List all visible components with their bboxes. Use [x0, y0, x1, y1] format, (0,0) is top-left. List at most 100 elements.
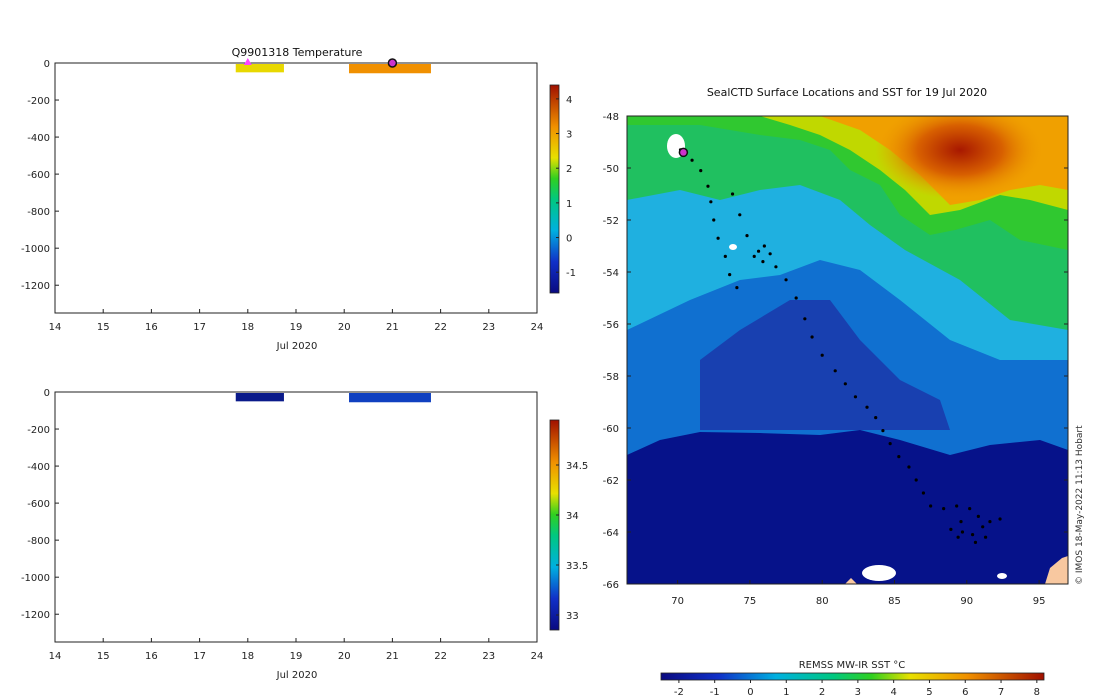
sst-map-lon-ticks: 70 75 80 85 90 95 [671, 580, 1045, 607]
track-point [738, 213, 742, 217]
track-point [929, 504, 933, 508]
track-point [784, 278, 788, 282]
x-tick-label: 18 [241, 651, 254, 662]
y-tick-label: -400 [27, 133, 50, 144]
temperature-colorbar [549, 84, 560, 294]
track-point [794, 296, 798, 300]
lon-tick-label: 95 [1033, 596, 1046, 607]
salinity-x-ticks: 14 15 16 17 18 19 20 21 22 23 24 [49, 638, 544, 662]
salinity-plot-frame [54, 391, 538, 643]
temperature-plot-frame [54, 62, 538, 314]
track-point [833, 369, 837, 373]
sst-map-title: SealCTD Surface Locations and SST for 19… [707, 86, 987, 99]
track-point [712, 218, 716, 222]
track-point [976, 514, 980, 519]
sst-colorbar-tick-label: 8 [1034, 687, 1040, 698]
temperature-x-ticks: 14 15 16 17 18 19 20 21 22 23 24 [49, 309, 543, 333]
deployment-marker [243, 58, 252, 65]
x-tick-label: 15 [97, 322, 110, 333]
track-point [988, 520, 992, 524]
sst-colorbar-tick-label: -2 [674, 687, 684, 698]
colorbar-tick-label: 3 [566, 130, 572, 141]
track-point [762, 244, 766, 248]
seal-track [678, 147, 1002, 545]
sst-colorbar-tick-label: 7 [998, 687, 1004, 698]
current-position-marker [387, 58, 398, 68]
track-point [874, 416, 878, 420]
track-point [756, 249, 761, 253]
track-point [960, 530, 965, 534]
sst-map-panel: SealCTD Surface Locations and SST for 19… [603, 86, 1069, 698]
sst-field [627, 116, 1068, 584]
colorbar-tick-label: 33 [566, 611, 579, 622]
lat-tick-label: -66 [603, 580, 619, 591]
sst-colorbar-tick-label: -1 [710, 687, 720, 698]
y-tick-label: -800 [27, 207, 50, 218]
x-tick-label: 23 [482, 651, 495, 662]
track-point [888, 442, 892, 446]
x-tick-label: 20 [338, 651, 351, 662]
x-tick-label: 22 [434, 651, 447, 662]
track-point [768, 252, 772, 256]
x-tick-label: 16 [145, 322, 158, 333]
track-point [942, 507, 946, 511]
y-tick-label: -1200 [21, 281, 50, 292]
lat-tick-label: -56 [603, 320, 619, 331]
sst-map-lat-ticks: -48 -50 -52 -54 -56 -58 -60 -62 -64 -66 [603, 112, 1068, 591]
track-point [881, 429, 885, 433]
lon-tick-label: 90 [960, 596, 973, 607]
colorbar-tick-label: 4 [566, 95, 572, 106]
temperature-panel: Q9901318 Temperature 0 -200 -400 -600 -800 -1… [21, 46, 576, 352]
track-point [907, 465, 911, 469]
sst-colorbar-tick-label: 6 [962, 687, 968, 698]
imos-watermark: © IMOS 18-May-2022 11:13 Hobart [1075, 425, 1085, 585]
sst-colorbar-tick-label: 1 [783, 687, 789, 698]
colorbar-tick-label: -1 [566, 268, 576, 279]
lat-tick-label: -52 [603, 216, 619, 227]
track-point [897, 455, 901, 459]
current-position-marker [678, 147, 689, 158]
x-tick-label: 24 [531, 651, 544, 662]
salinity-y-ticks: 0 -200 -400 -600 -800 -1000 -1200 [21, 388, 59, 621]
y-tick-label: -1000 [21, 573, 50, 584]
track-point [820, 353, 824, 357]
track-point [728, 273, 732, 277]
track-point [968, 507, 972, 511]
track-point [810, 335, 814, 339]
lat-tick-label: -64 [603, 528, 619, 539]
salinity-bars [235, 393, 431, 403]
track-point [730, 192, 735, 196]
lat-tick-label: -62 [603, 476, 619, 487]
x-tick-label: 21 [386, 651, 399, 662]
track-point [983, 535, 988, 539]
lon-tick-label: 85 [888, 596, 901, 607]
colorbar-tick-label: 2 [566, 164, 572, 175]
temperature-xlabel: Jul 2020 [276, 341, 318, 352]
salinity-colorbar-ticks: 34.5 34 33.5 33 [556, 461, 588, 622]
track-point [959, 520, 963, 524]
x-tick-label: 14 [49, 322, 62, 333]
track-point [998, 517, 1002, 521]
track-point [956, 535, 960, 539]
track-point [716, 236, 720, 240]
y-tick-label: -600 [27, 170, 50, 181]
y-tick-label: -200 [27, 425, 50, 436]
y-tick-label: -1000 [21, 244, 50, 255]
track-point [914, 478, 918, 482]
colorbar-tick-label: 1 [566, 199, 572, 210]
lat-tick-label: -60 [603, 424, 619, 435]
x-tick-label: 23 [482, 322, 495, 333]
x-tick-label: 19 [290, 651, 303, 662]
track-point [735, 286, 739, 290]
sst-colorbar-tick-label: 3 [855, 687, 861, 698]
x-tick-label: 22 [434, 322, 447, 333]
track-point [774, 265, 778, 269]
lon-tick-label: 70 [671, 596, 684, 607]
x-tick-label: 14 [49, 651, 62, 662]
x-tick-label: 15 [97, 651, 110, 662]
x-tick-label: 17 [193, 651, 206, 662]
track-point [745, 234, 749, 238]
colorbar-tick-label: 0 [566, 234, 572, 245]
lon-tick-label: 80 [816, 596, 829, 607]
